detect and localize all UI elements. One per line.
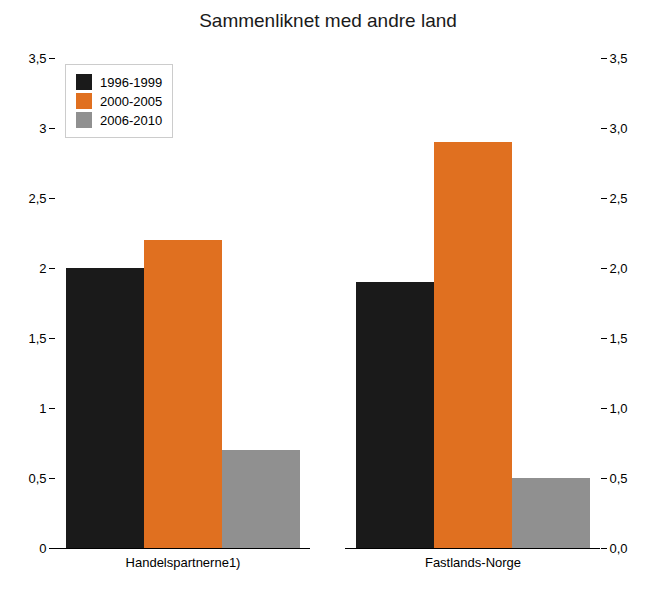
svg-text:1,5: 1,5 — [610, 331, 628, 346]
svg-text:Handelspartnerne1): Handelspartnerne1) — [126, 555, 241, 570]
svg-text:2,0: 2,0 — [610, 261, 628, 276]
svg-text:Fastlands-Norge: Fastlands-Norge — [425, 555, 521, 570]
html-text:1996-1999: 1996-1999 — [100, 74, 163, 90]
svg-text:3: 3 — [39, 121, 46, 136]
html-text:2006-2010: 2006-2010 — [100, 112, 163, 128]
svg-text:1: 1 — [39, 401, 46, 416]
svg-text:3,5: 3,5 — [28, 51, 46, 66]
svg-text:0,5: 0,5 — [610, 471, 628, 486]
svg-text:0,0: 0,0 — [610, 541, 628, 556]
svg-text:0: 0 — [39, 541, 46, 556]
svg-text:1,5: 1,5 — [28, 331, 46, 346]
svg-text:1,0: 1,0 — [610, 401, 628, 416]
svg-text:3,0: 3,0 — [610, 121, 628, 136]
svg-text:2,5: 2,5 — [28, 191, 46, 206]
svg-text:2: 2 — [39, 261, 46, 276]
svg-text:2,5: 2,5 — [610, 191, 628, 206]
svg-text:3,5: 3,5 — [610, 51, 628, 66]
svg-text:0,5: 0,5 — [28, 471, 46, 486]
html-text:2000-2005: 2000-2005 — [100, 93, 163, 109]
html-text:Sammenliknet med andre land: Sammenliknet med andre land — [199, 10, 457, 31]
